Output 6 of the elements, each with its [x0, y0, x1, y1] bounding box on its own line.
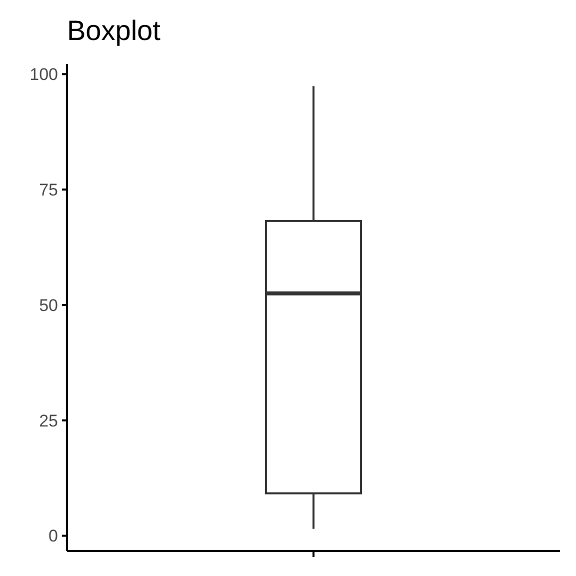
chart-title: Boxplot [67, 15, 161, 46]
y-tick-label: 0 [48, 526, 58, 546]
y-tick-label: 100 [30, 65, 58, 84]
y-tick-label: 75 [39, 180, 58, 200]
y-tick-label: 25 [39, 411, 58, 430]
y-tick-label: 50 [39, 296, 58, 315]
